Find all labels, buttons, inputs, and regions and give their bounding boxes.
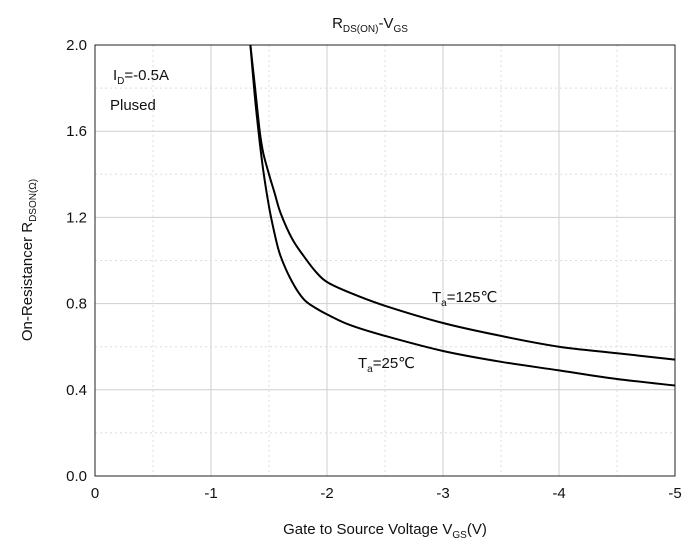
x-tick-label: -3 [436,485,449,502]
plot-frame [94,44,676,477]
x-axis-label: Gate to Source Voltage VGS(V) [283,521,487,541]
series-label-25c: Ta=25℃ [358,355,415,375]
x-tick-label: -2 [320,485,333,502]
x-axis-ticks: 0 -1 -2 -3 -4 -5 [91,485,682,502]
y-axis-label: On-Resistancer RDSON(Ω) [19,179,39,341]
y-tick-label: 1.2 [66,209,87,226]
x-tick-label: 0 [91,485,99,502]
y-tick-label: 0.8 [66,296,87,313]
chart-title: RDS(ON)-VGS [332,15,408,35]
y-tick-label: 0.4 [66,382,87,399]
annotation-current: ID=-0.5A [113,67,169,87]
series-label-125c: Ta=125℃ [432,289,497,309]
x-tick-label: -5 [668,485,681,502]
series-line-25c [249,44,676,387]
y-axis-ticks: 0.0 0.4 0.8 1.2 1.6 2.0 [66,37,87,485]
x-tick-label: -1 [204,485,217,502]
series-line-125c [249,44,676,361]
series-group [249,44,676,387]
y-tick-label: 1.6 [66,123,87,140]
grid [95,45,675,476]
y-tick-label: 0.0 [66,468,87,485]
annotation-pulsed: Plused [110,97,156,114]
y-tick-label: 2.0 [66,37,87,54]
x-tick-label: -4 [552,485,565,502]
